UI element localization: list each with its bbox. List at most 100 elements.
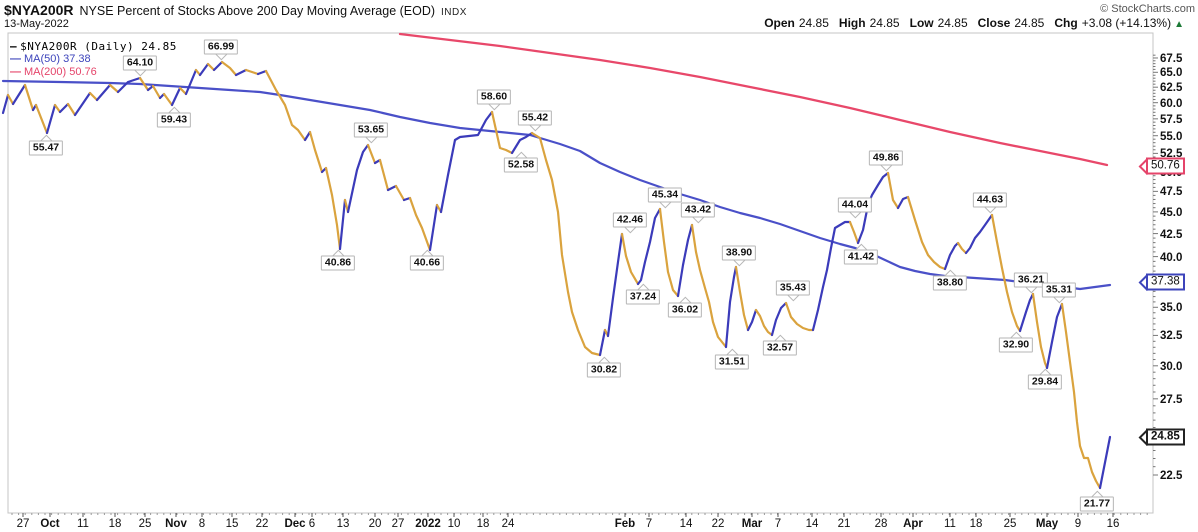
y-axis-label: 52.5 <box>1160 148 1183 160</box>
price-line-segment <box>784 301 815 332</box>
x-axis-label: 16 <box>1107 518 1120 530</box>
price-line-segment <box>886 171 900 210</box>
x-axis-label: 11 <box>77 518 89 530</box>
price-line-segment <box>338 198 347 251</box>
price-annotation-40.66: 40.66 <box>409 249 445 271</box>
quote-high-value: 24.85 <box>869 16 900 30</box>
annotation-value: 37.24 <box>625 289 661 305</box>
price-line-segment <box>906 195 947 271</box>
x-axis-label: 24 <box>502 518 515 530</box>
annotation-value: 66.99 <box>203 39 239 55</box>
x-axis-label: 6 <box>309 518 315 530</box>
x-axis-label: 9 <box>1075 518 1081 530</box>
price-line-segment <box>53 103 62 114</box>
annotation-value: 45.34 <box>647 187 683 203</box>
price-line-segment <box>244 68 260 76</box>
price-line-segment <box>184 68 198 96</box>
price-annotation-36.21: 36.21 <box>1013 272 1049 294</box>
price-annotation-38.90: 38.90 <box>721 245 757 267</box>
axis-tag-37.38: 37.38 <box>1138 273 1185 291</box>
price-line-segment <box>964 213 994 255</box>
axis-tag-50.76: 50.76 <box>1138 157 1185 175</box>
symbol-label: $NYA200R <box>4 2 74 18</box>
price-annotation-32.90: 32.90 <box>998 331 1034 353</box>
annotation-value: 55.42 <box>517 110 553 126</box>
price-line-segment <box>770 301 788 337</box>
price-annotation-44.63: 44.63 <box>972 192 1008 214</box>
axis-tag-value: 37.38 <box>1146 273 1185 291</box>
price-line-segment <box>6 93 15 106</box>
x-axis-label: 22 <box>712 518 725 530</box>
x-axis-label: Nov <box>165 518 187 530</box>
price-line-segment <box>346 143 370 214</box>
annotation-value: 49.86 <box>868 150 904 166</box>
price-line-segment <box>530 131 602 357</box>
price-line-segment <box>11 83 27 106</box>
price-line-segment <box>636 207 662 286</box>
x-axis-label: 18 <box>109 518 122 530</box>
annotation-value: 43.42 <box>680 202 716 218</box>
x-axis-label: 8 <box>199 518 205 530</box>
x-axis-label: 7 <box>646 518 652 530</box>
price-line-segment <box>598 328 607 357</box>
x-axis-label: 11 <box>944 518 956 530</box>
y-axis-label: 47.5 <box>1160 186 1183 198</box>
y-axis-label: 40.0 <box>1160 252 1182 264</box>
price-line-segment <box>510 131 534 155</box>
price-line-segment <box>220 60 238 77</box>
price-line-segment <box>1031 292 1049 370</box>
ma200-line <box>398 32 1109 167</box>
y-axis-label: 27.5 <box>1160 394 1183 406</box>
plot-frame <box>7 32 1154 514</box>
x-axis-label: May <box>1036 518 1059 530</box>
price-line-segment <box>256 69 268 76</box>
price-line-segment <box>943 241 960 271</box>
price-annotation-29.84: 29.84 <box>1027 368 1063 390</box>
annotation-value: 35.43 <box>775 280 811 296</box>
header-row: $NYA200R NYSE Percent of Stocks Above 200… <box>4 2 1194 18</box>
price-line-segment <box>151 84 162 100</box>
price-line-segment <box>896 195 910 210</box>
price-line-segment <box>23 83 35 112</box>
price-line-segment <box>95 83 112 102</box>
x-axis-label: 27 <box>392 518 405 530</box>
annotation-value: 21.77 <box>1079 496 1115 512</box>
x-axis-label: 2022 <box>415 518 441 530</box>
x-axis-label: 14 <box>806 518 819 530</box>
y-axis-label: 60.0 <box>1160 98 1182 110</box>
annotation-value: 29.84 <box>1027 374 1063 390</box>
price-line-segment <box>66 102 77 117</box>
y-axis-label: 62.5 <box>1160 82 1183 94</box>
x-axis-label: 13 <box>337 518 350 530</box>
annotation-value: 40.86 <box>320 255 356 271</box>
quote-close-value: 24.85 <box>1014 16 1045 30</box>
price-line-segment <box>45 103 57 135</box>
legend-ma200: — MA(200) 50.76 <box>10 66 97 78</box>
annotation-value: 38.90 <box>721 245 757 261</box>
price-line-segment <box>162 92 174 107</box>
y-axis-label: 67.5 <box>1160 53 1183 65</box>
y-axis-label: 35.0 <box>1160 302 1182 314</box>
price-line-segment <box>1060 302 1102 490</box>
price-line-segment <box>234 68 248 77</box>
price-line-segment <box>206 62 216 72</box>
x-axis-label: 21 <box>838 518 851 530</box>
price-annotation-52.58: 52.58 <box>503 151 539 173</box>
quote-low-label: Low <box>909 16 934 30</box>
x-axis-label: 14 <box>680 518 693 530</box>
price-annotation-43.42: 43.42 <box>680 202 716 224</box>
annotation-value: 36.02 <box>667 302 703 318</box>
annotation-value: 32.57 <box>762 340 798 356</box>
price-line-segment <box>724 265 738 349</box>
annotation-value: 52.58 <box>503 157 539 173</box>
quote-chg-value: +3.08 (+14.13%) <box>1081 16 1172 30</box>
quote-close-label: Close <box>977 16 1011 30</box>
price-line-segment <box>170 86 182 107</box>
price-line-segment <box>116 76 142 94</box>
price-annotation-40.86: 40.86 <box>320 249 356 271</box>
annotation-value: 55.47 <box>28 140 64 156</box>
price-line-segment <box>303 130 312 142</box>
annotation-value: 53.65 <box>353 122 389 138</box>
annotation-value: 58.60 <box>476 89 512 105</box>
